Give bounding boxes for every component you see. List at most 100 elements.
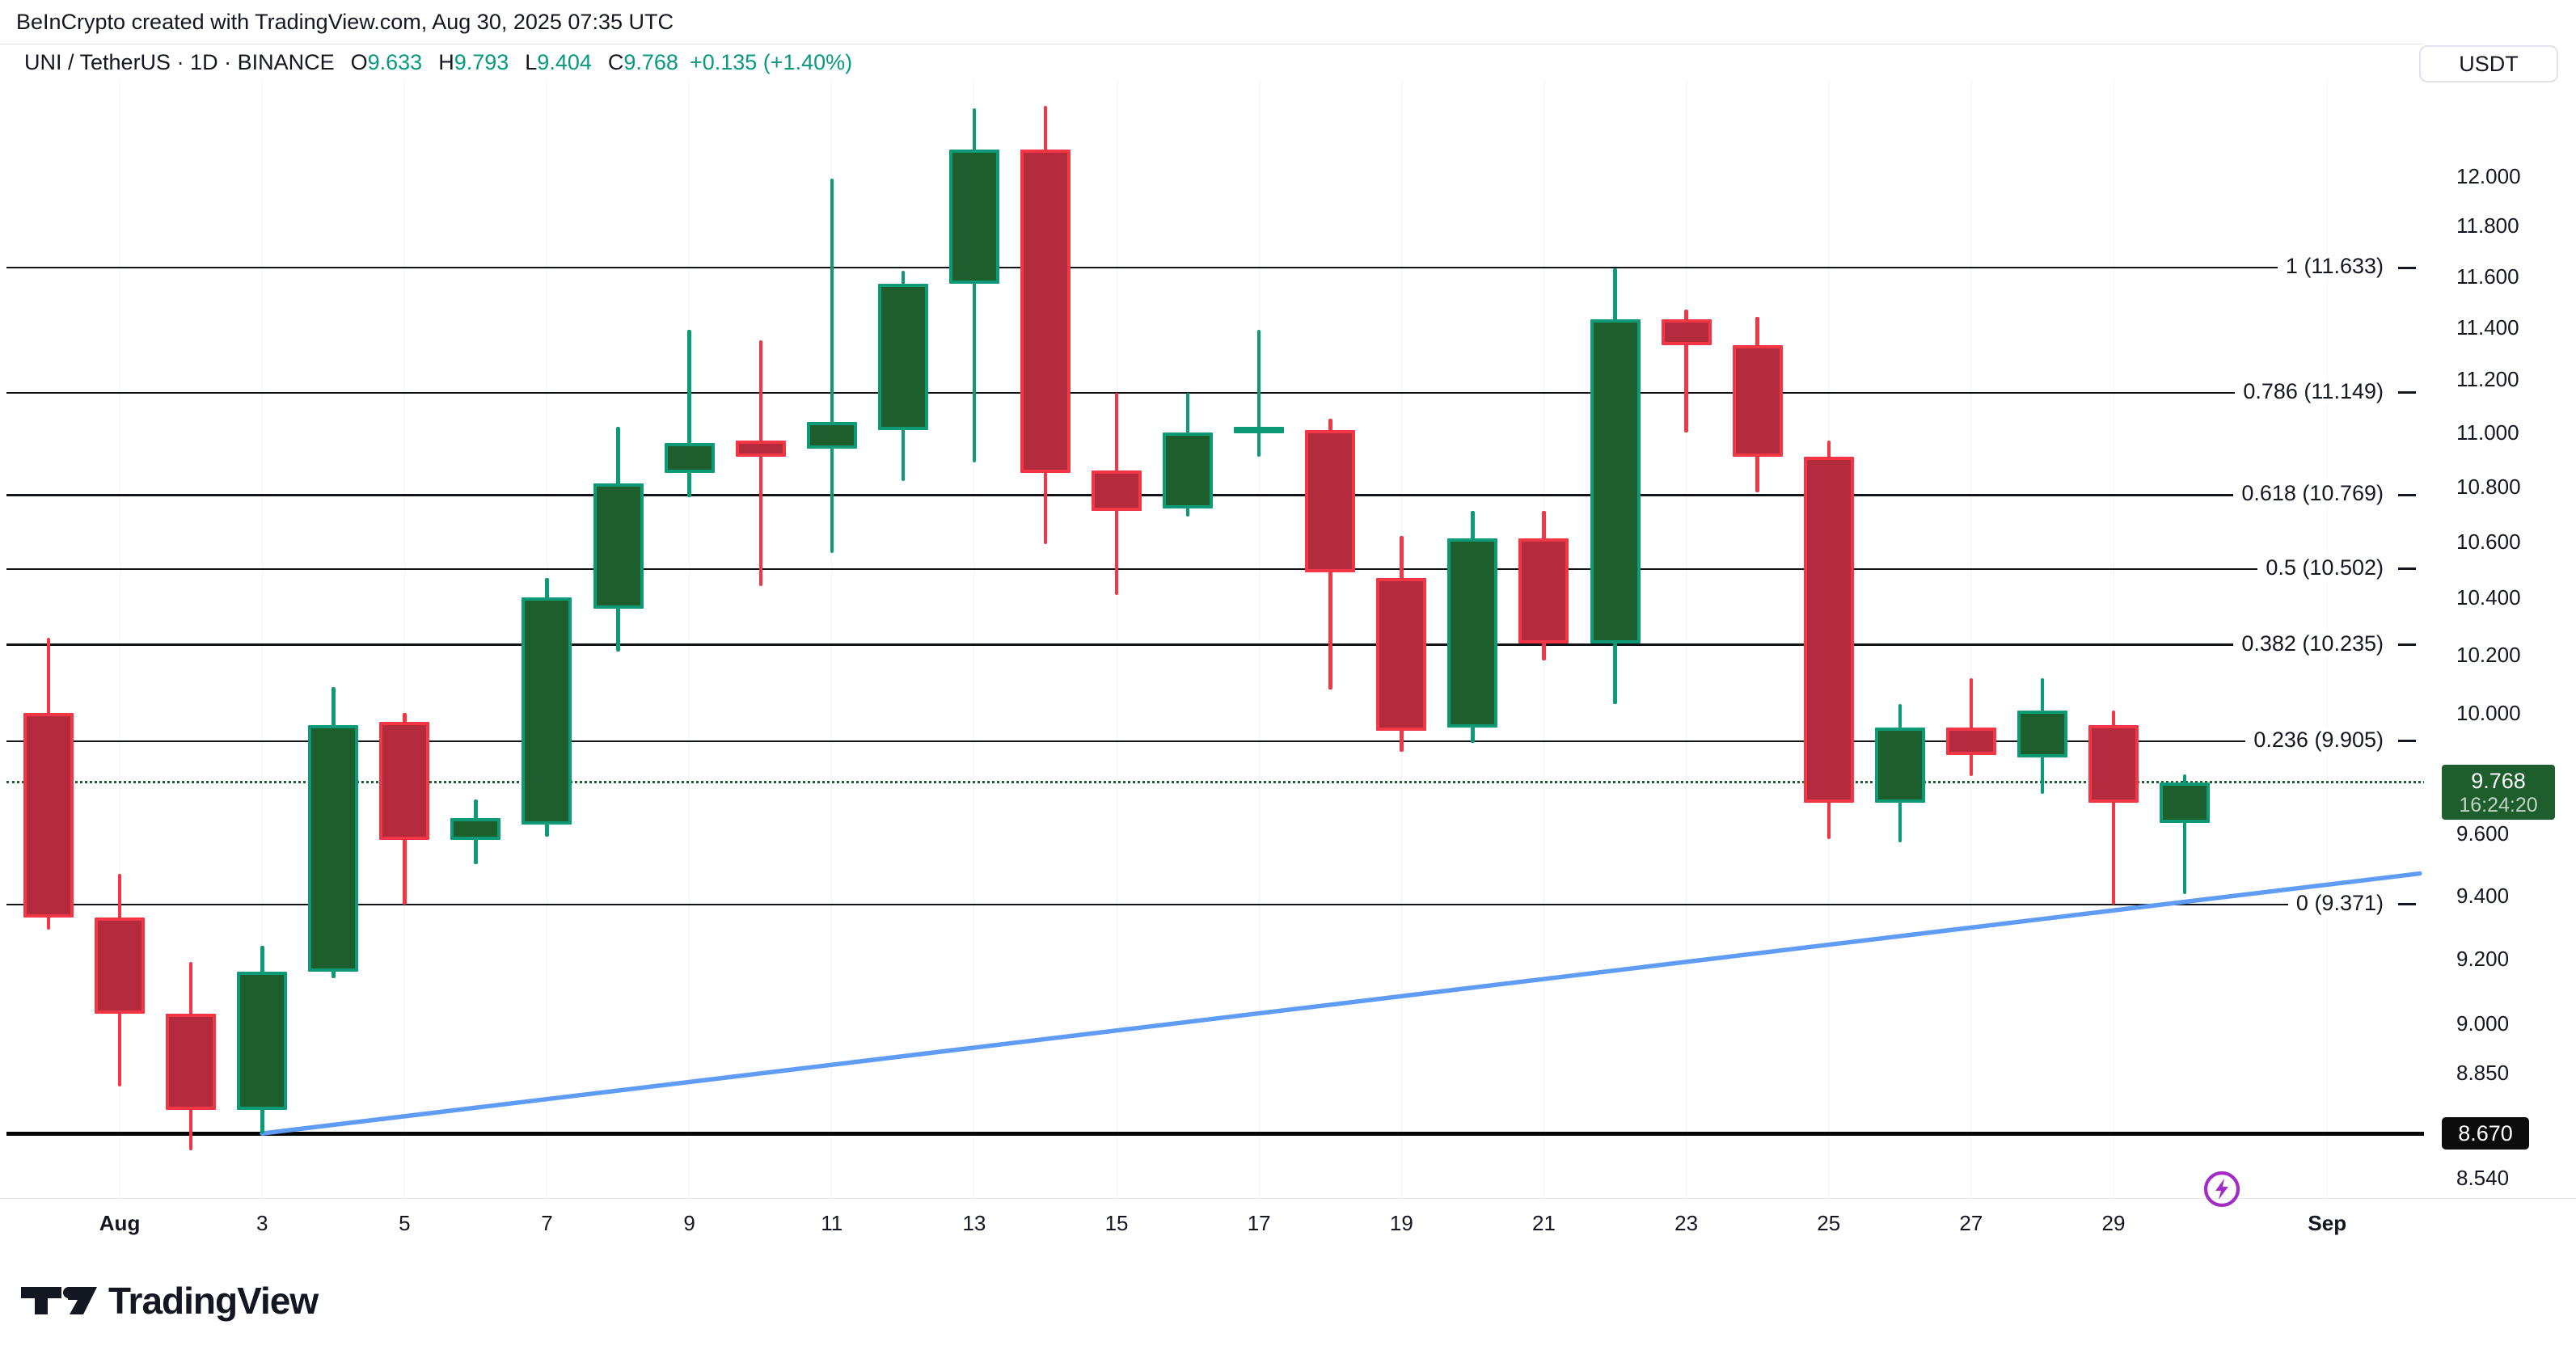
fib-level-label[interactable]: 1 (11.633) [2277,253,2392,281]
fib-axis-dash [2398,391,2416,394]
vertical-gridline [261,81,263,1198]
date-tick-19: 19 [1389,1211,1413,1235]
candle[interactable] [1945,728,1996,755]
support-line[interactable] [6,1131,2442,1136]
currency-toggle-button[interactable]: USDT [2419,45,2558,82]
fib-level-label[interactable]: 0.236 (9.905) [2245,726,2392,753]
candle[interactable] [593,483,644,610]
candle[interactable] [522,597,572,825]
candle-wick [830,179,834,553]
candle[interactable] [1234,427,1285,434]
tradingview-logo-icon [21,1287,97,1314]
date-tick-23: 23 [1674,1211,1699,1235]
fib-level-line [6,266,2387,269]
candle-wick [1969,677,1974,776]
price-tick-label: 11.800 [2456,213,2519,238]
date-tick-29: 29 [2101,1211,2126,1235]
candle[interactable] [735,440,786,457]
date-tick-3: 3 [255,1211,268,1235]
candle-wick [2111,710,2116,905]
fib-axis-dash [2398,567,2416,571]
attribution-text: BeInCrypto created with TradingView.com,… [16,10,674,34]
date-tick-27: 27 [1959,1211,1983,1235]
candle[interactable] [450,817,501,840]
candle[interactable] [308,724,359,972]
candle[interactable] [1732,345,1783,457]
candle[interactable] [1874,728,1925,804]
candle[interactable] [1305,429,1356,572]
fib-axis-dash [2398,493,2416,496]
price-tick-label: 10.400 [2456,585,2521,610]
price-axis[interactable]: USDT 12.000 11.800 11.600 11.400 11.200 11.00… [2419,0,2576,1198]
price-tick-label: 11.200 [2456,367,2519,392]
price-tick-label: 12.000 [2456,164,2521,189]
candle[interactable] [877,283,928,430]
candle[interactable] [1163,432,1214,508]
current-price-dotted-line [6,781,2440,784]
ohlc-values: O9.633 H9.793 L9.404 C9.768 [335,50,678,74]
price-tick-label: 9.000 [2456,1011,2510,1036]
fib-level-line [6,643,2387,646]
fib-axis-dash [2398,266,2416,269]
fib-level-label[interactable]: 0.5 (10.502) [2257,554,2392,581]
current-price-badge: 9.768 16:24:20 [2442,764,2555,820]
support-level-badge: 8.670 [2442,1117,2529,1150]
price-tick-label: 8.850 [2456,1061,2510,1086]
vertical-gridline [403,81,405,1198]
candle-wick [2182,774,2187,895]
ohlc-o: O9.633 [350,50,423,74]
candle[interactable] [166,1013,217,1110]
candle-wick [972,108,977,462]
fib-level-label[interactable]: 0 (9.371) [2287,889,2392,917]
candle[interactable] [2088,724,2139,804]
fib-axis-dash [2398,643,2416,647]
candle[interactable] [948,149,999,284]
candle[interactable] [2160,782,2211,824]
trendline[interactable] [260,871,2422,1136]
candle[interactable] [1661,319,1712,346]
fib-level-label[interactable]: 0.382 (10.235) [2233,630,2392,657]
candle-wick [758,340,762,587]
candle-wick [1684,309,1688,432]
candle[interactable] [1020,149,1071,473]
candle[interactable] [1518,538,1569,643]
fib-level-line [6,391,2387,394]
fib-level-label[interactable]: 0.786 (11.149) [2235,378,2392,405]
ohlc-c: C9.768 [607,50,678,74]
vertical-gridline [1970,81,1972,1198]
fib-level-line [6,740,2387,743]
ohlc-h: H9.793 [438,50,509,74]
ohlc-l: L9.404 [525,50,592,74]
candle[interactable] [23,713,74,918]
candle-wick [687,330,691,498]
candle[interactable] [237,971,288,1110]
footer-brand[interactable]: TradingView [19,1279,319,1323]
candle[interactable] [806,421,857,449]
price-tick-label: 8.540 [2456,1166,2510,1191]
date-tick-25: 25 [1817,1211,1841,1235]
candle[interactable] [1376,577,1427,732]
time-axis-separator [0,1198,2576,1199]
candle[interactable] [379,722,430,840]
fib-level-line [6,903,2387,906]
fib-axis-dash [2398,903,2416,906]
vertical-gridline [689,81,690,1198]
candle[interactable] [2016,710,2067,758]
candle[interactable] [95,917,146,1014]
date-tick-5: 5 [399,1211,411,1235]
date-tick-13: 13 [962,1211,986,1235]
candle[interactable] [664,443,715,473]
boost-lightning-icon[interactable] [2202,1169,2242,1209]
date-tick-17: 17 [1247,1211,1271,1235]
candle[interactable] [1590,319,1641,643]
candle[interactable] [1447,538,1498,728]
candle[interactable] [1803,456,1854,804]
price-tick-label: 10.800 [2456,474,2521,499]
fib-level-label[interactable]: 0.618 (10.769) [2233,480,2392,508]
price-tick-label: 10.000 [2456,701,2521,726]
symbol-ohlc-row[interactable]: UNI / TetherUS · 1D · BINANCE O9.633 H9.79… [24,50,852,75]
candle[interactable] [1092,470,1142,512]
